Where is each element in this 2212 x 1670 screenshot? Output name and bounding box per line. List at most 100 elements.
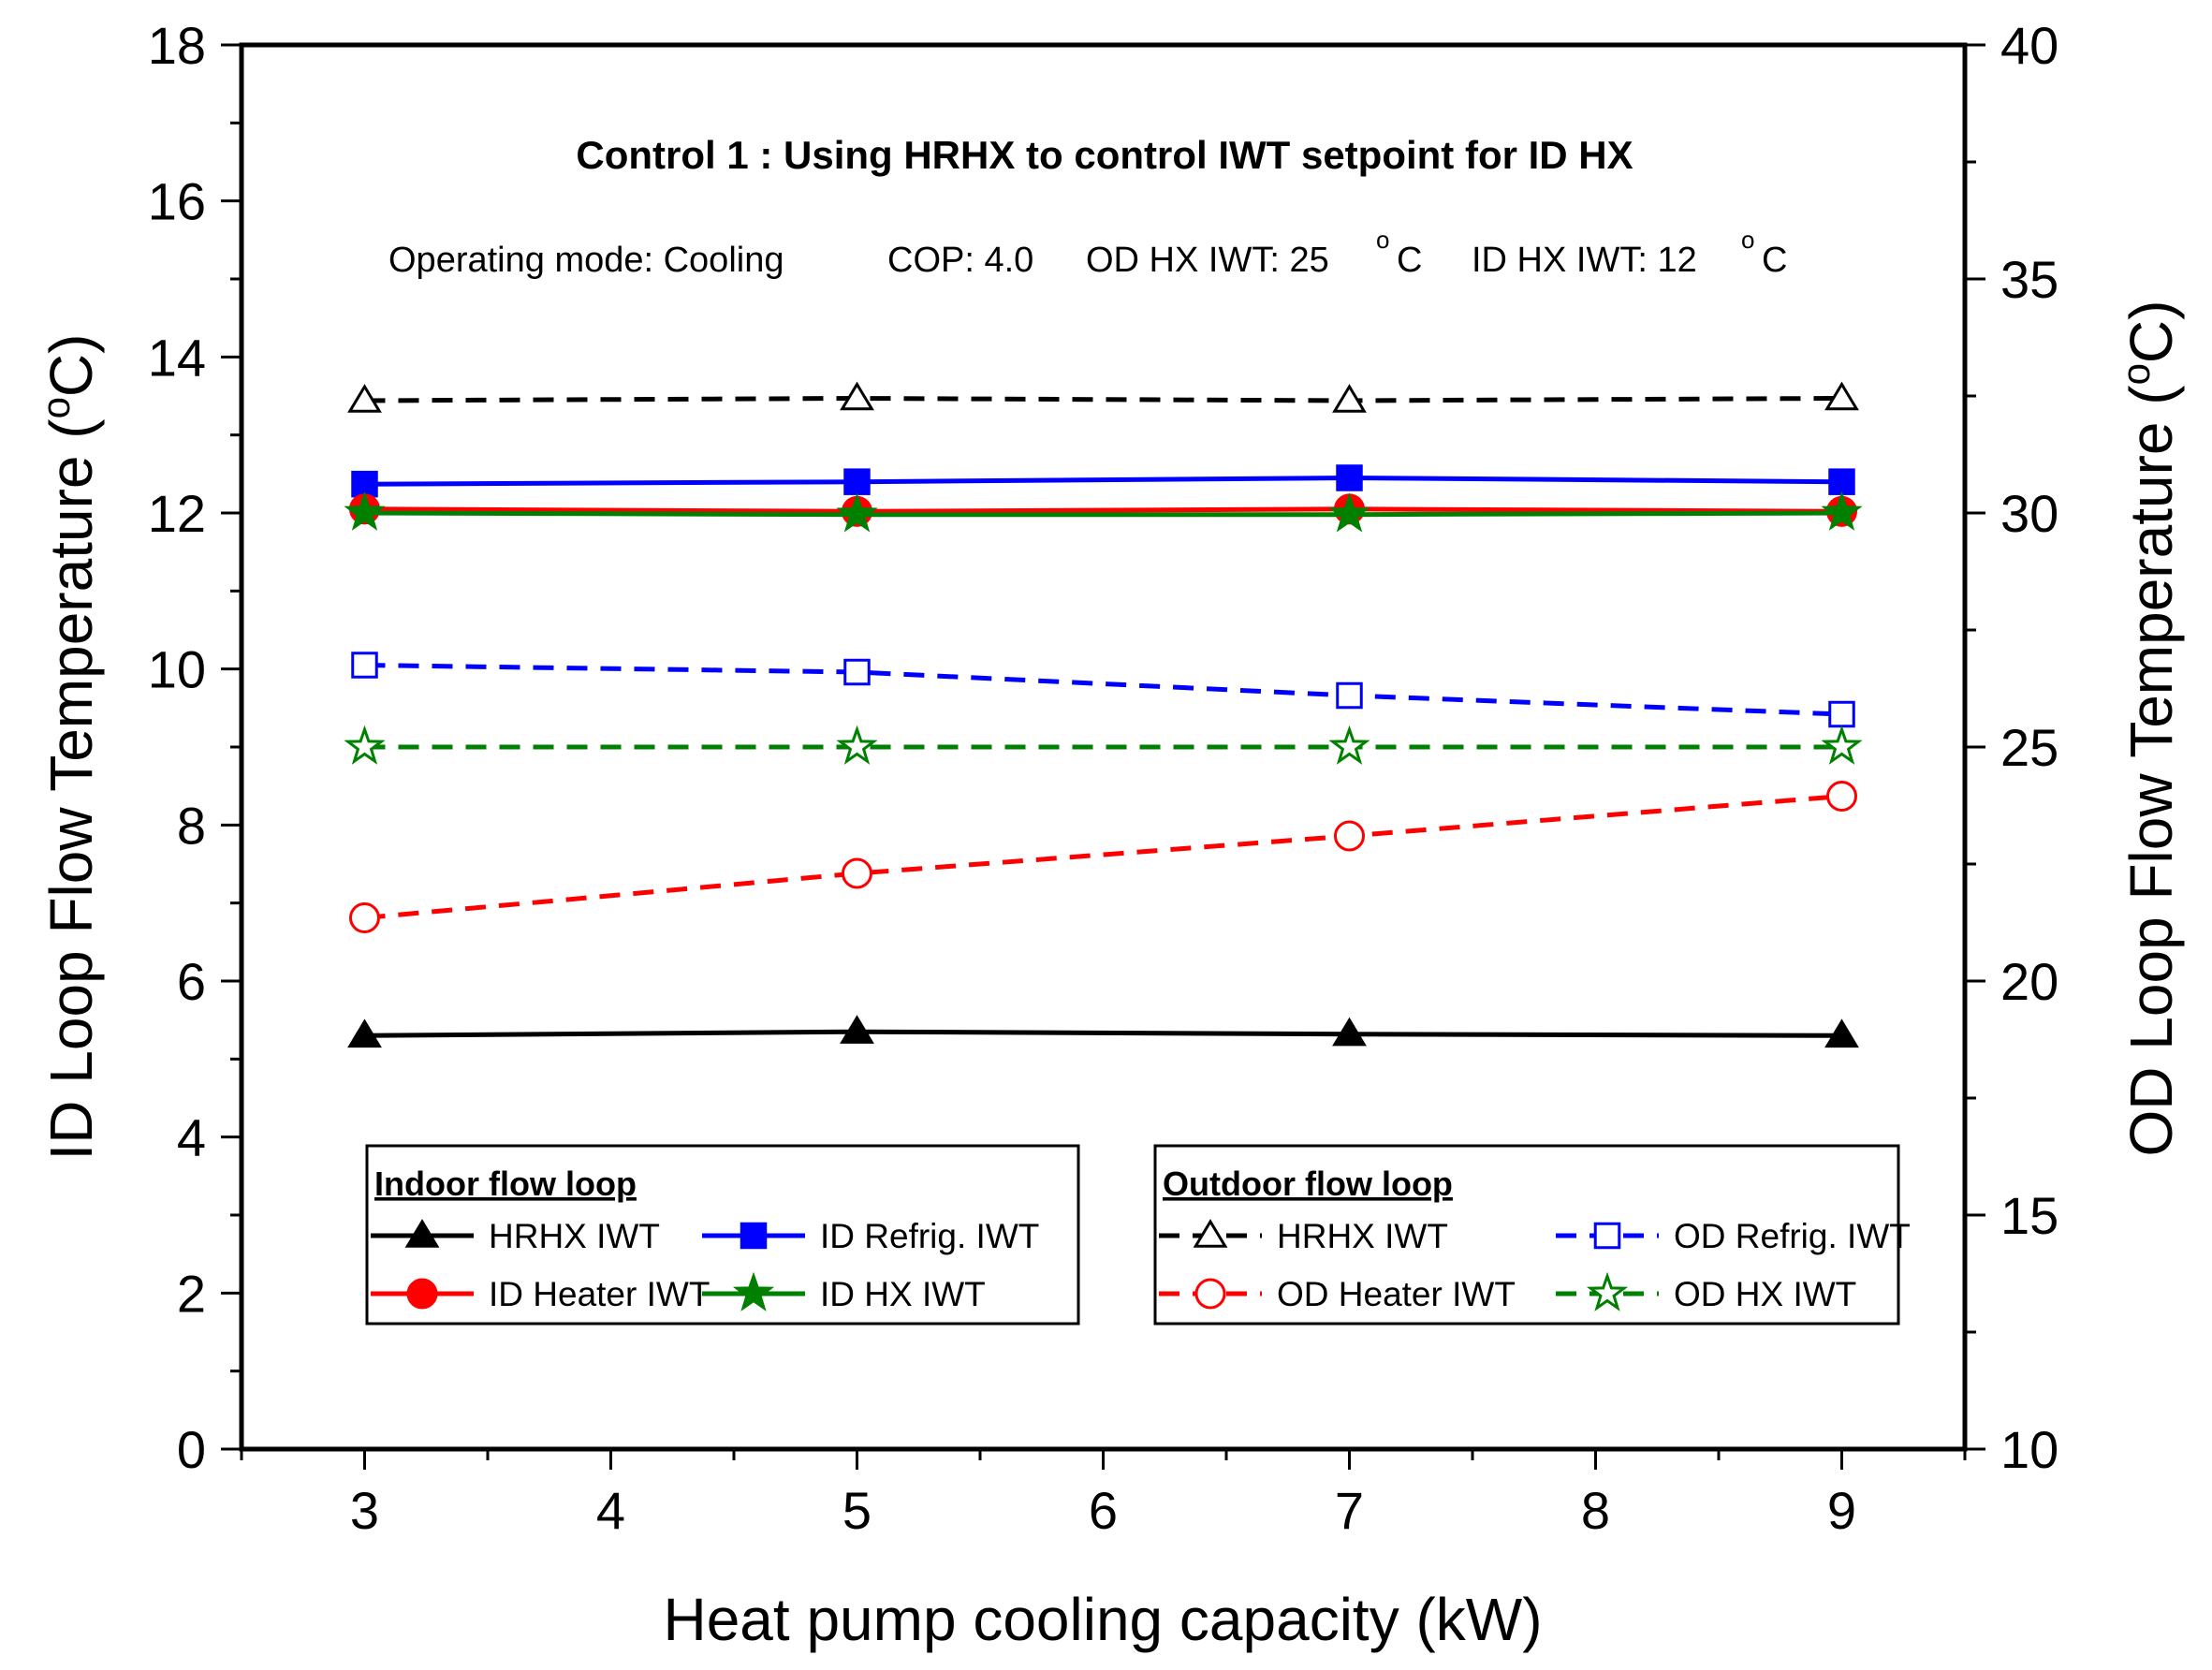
legend-marker-outdoor-hrhx-iwt xyxy=(1193,1219,1228,1248)
subtitle-cop: COP: 4.0 xyxy=(887,241,1033,280)
subtitle-od-deg: o xyxy=(1376,226,1389,254)
series-outdoor-od-hx-iwt xyxy=(344,725,1863,765)
y-axis-title-degree: o xyxy=(34,397,78,418)
y-axis-title-suffix: C) xyxy=(37,334,105,398)
series-indoor-hrhx-iwt xyxy=(347,1015,1859,1048)
legend-indoor-title: Indoor flow loop xyxy=(374,1165,637,1203)
legend-marker-outdoor-od-refrig-iwt xyxy=(1593,1222,1621,1250)
subtitle-mode: Operating mode: Cooling xyxy=(388,241,784,280)
series-line-indoor-hrhx-iwt xyxy=(364,1029,1842,1038)
legend-marker-indoor-id-hx-iwt xyxy=(732,1271,775,1311)
y2-axis-title-degree: o xyxy=(2114,363,2158,385)
data-point-indoor-id-refrig-iwt xyxy=(1828,468,1855,495)
y2-axis-title: OD Loop Flow Temperature (oC) xyxy=(2114,300,2185,1157)
legend-outdoor-box xyxy=(1153,1144,1900,1326)
data-point-indoor-id-hx-iwt xyxy=(344,491,386,531)
series-outdoor-od-heater-iwt xyxy=(349,781,1857,933)
legend-marker-indoor-hrhx-iwt xyxy=(404,1219,440,1248)
y2-tick-label: 10 xyxy=(2000,1420,2058,1479)
data-point-outdoor-od-heater-iwt xyxy=(349,902,380,933)
x-tick-label: 7 xyxy=(1335,1481,1364,1540)
data-point-outdoor-od-heater-iwt xyxy=(1334,820,1365,852)
y-tick-label: 6 xyxy=(177,952,206,1011)
y-tick-label: 16 xyxy=(148,172,206,231)
y2-tick-label: 20 xyxy=(2000,952,2058,1011)
data-point-outdoor-od-hx-iwt xyxy=(344,725,386,765)
legend-item-indoor-id-hx-iwt: ID HX IWT xyxy=(702,1271,986,1313)
legend-label-outdoor-hrhx-iwt: HRHX IWT xyxy=(1277,1217,1448,1255)
x-tick-label: 3 xyxy=(350,1481,379,1540)
legend-label-outdoor-od-refrig-iwt: OD Refrig. IWT xyxy=(1674,1217,1911,1255)
data-point-indoor-id-refrig-iwt xyxy=(843,468,871,495)
y-tick-label: 18 xyxy=(148,16,206,75)
y-axis: 0 2 4 6 8 10 12 14 16 18 xyxy=(148,16,242,1479)
legend-item-indoor-id-heater-iwt: ID Heater IWT xyxy=(371,1275,710,1313)
legend-marker-indoor-id-heater-iwt xyxy=(406,1278,438,1310)
subtitle-id-unit: C xyxy=(1762,241,1787,280)
x-axis-title: Heat pump cooling capacity (kW) xyxy=(663,1586,1542,1653)
data-point-outdoor-od-refrig-iwt xyxy=(843,658,871,686)
legend-marker-outdoor-od-heater-iwt xyxy=(1194,1278,1226,1310)
legend-item-indoor-id-refrig-iwt: ID Refrig. IWT xyxy=(702,1217,1039,1255)
series-line-indoor-id-hx-iwt xyxy=(364,510,1842,518)
y-tick-label: 10 xyxy=(148,640,206,699)
data-point-indoor-id-hx-iwt xyxy=(1821,491,1863,531)
legend-label-indoor-hrhx-iwt: HRHX IWT xyxy=(489,1217,660,1255)
series-line-indoor-id-refrig-iwt xyxy=(364,475,1842,487)
data-point-indoor-id-hx-iwt xyxy=(1328,492,1370,533)
y2-tick-label: 25 xyxy=(2000,718,2058,777)
y-tick-label: 12 xyxy=(148,484,206,543)
x-tick-label: 6 xyxy=(1089,1481,1118,1540)
y-tick-label: 0 xyxy=(177,1420,206,1479)
data-point-indoor-id-hx-iwt xyxy=(836,492,878,533)
data-point-indoor-hrhx-iwt xyxy=(1332,1017,1367,1047)
data-point-outdoor-hrhx-iwt xyxy=(1824,381,1859,411)
legend-label-indoor-id-heater-iwt: ID Heater IWT xyxy=(489,1275,710,1313)
subtitle-id-iwt: ID HX IWT: 12 xyxy=(1472,241,1697,280)
legend-outdoor-items: HRHX IWT OD Refrig. IWT OD Heater IWT OD HX… xyxy=(1159,1217,1911,1313)
series-line-outdoor-od-refrig-iwt xyxy=(364,663,1842,717)
chart-subtitle: Operating mode: Cooling COP: 4.0 OD HX I… xyxy=(388,226,1787,280)
y-tick-label: 2 xyxy=(177,1264,206,1323)
data-point-indoor-id-refrig-iwt xyxy=(1336,464,1363,491)
legend-indoor-items: HRHX IWT ID Refrig. IWT ID Heater IWT ID HX… xyxy=(371,1217,1039,1313)
subtitle-od-unit: C xyxy=(1397,241,1422,280)
legend-item-outdoor-od-hx-iwt: OD HX IWT xyxy=(1556,1271,1856,1313)
series-outdoor-hrhx-iwt xyxy=(347,381,1859,413)
series-indoor-id-refrig-iwt xyxy=(351,464,1855,498)
y-axis-title: ID Loop Flow Temperature (oC) xyxy=(34,334,105,1161)
legend-label-outdoor-od-hx-iwt: OD HX IWT xyxy=(1674,1275,1856,1313)
y-tick-label: 4 xyxy=(177,1108,206,1167)
data-point-outdoor-od-hx-iwt xyxy=(1821,725,1863,765)
legend-label-indoor-id-refrig-iwt: ID Refrig. IWT xyxy=(820,1217,1039,1255)
series-indoor-id-hx-iwt xyxy=(344,491,1863,533)
legend-label-outdoor-od-heater-iwt: OD Heater IWT xyxy=(1277,1275,1516,1313)
data-point-indoor-hrhx-iwt xyxy=(1824,1018,1859,1048)
legend-item-outdoor-hrhx-iwt: HRHX IWT xyxy=(1159,1217,1448,1255)
y-tick-label: 8 xyxy=(177,796,206,855)
data-point-outdoor-od-hx-iwt xyxy=(1328,725,1370,765)
x-axis: 3 4 5 6 7 8 9 xyxy=(240,1449,1967,1540)
x-tick-label: 8 xyxy=(1581,1481,1610,1540)
x-tick-label: 5 xyxy=(842,1481,872,1540)
legend-item-indoor-hrhx-iwt: HRHX IWT xyxy=(371,1217,660,1255)
data-point-outdoor-od-hx-iwt xyxy=(836,725,878,765)
y2-axis: 10 15 20 25 30 35 40 xyxy=(1965,16,2058,1479)
data-point-outdoor-od-heater-iwt xyxy=(1826,781,1857,812)
y2-tick-label: 35 xyxy=(2000,250,2058,309)
y2-tick-label: 30 xyxy=(2000,484,2058,543)
series-line-outdoor-od-heater-iwt xyxy=(364,794,1842,920)
data-point-outdoor-hrhx-iwt xyxy=(1332,384,1367,413)
x-tick-label: 4 xyxy=(596,1481,625,1540)
legend-outdoor: Outdoor flow loop HRHX IWT OD Refrig. IWT… xyxy=(1153,1144,1911,1326)
data-point-indoor-hrhx-iwt xyxy=(840,1015,874,1044)
series-line-indoor-id-heater-iwt xyxy=(364,506,1842,514)
legend-label-indoor-id-hx-iwt: ID HX IWT xyxy=(820,1275,986,1313)
data-point-outdoor-od-refrig-iwt xyxy=(1828,700,1855,728)
data-point-outdoor-od-refrig-iwt xyxy=(351,652,378,679)
x-tick-label: 9 xyxy=(1827,1481,1856,1540)
data-point-outdoor-hrhx-iwt xyxy=(347,384,382,413)
series-indoor-id-heater-iwt xyxy=(349,493,1857,527)
y-axis-title-prefix: ID Loop Flow Temperature ( xyxy=(37,418,105,1160)
